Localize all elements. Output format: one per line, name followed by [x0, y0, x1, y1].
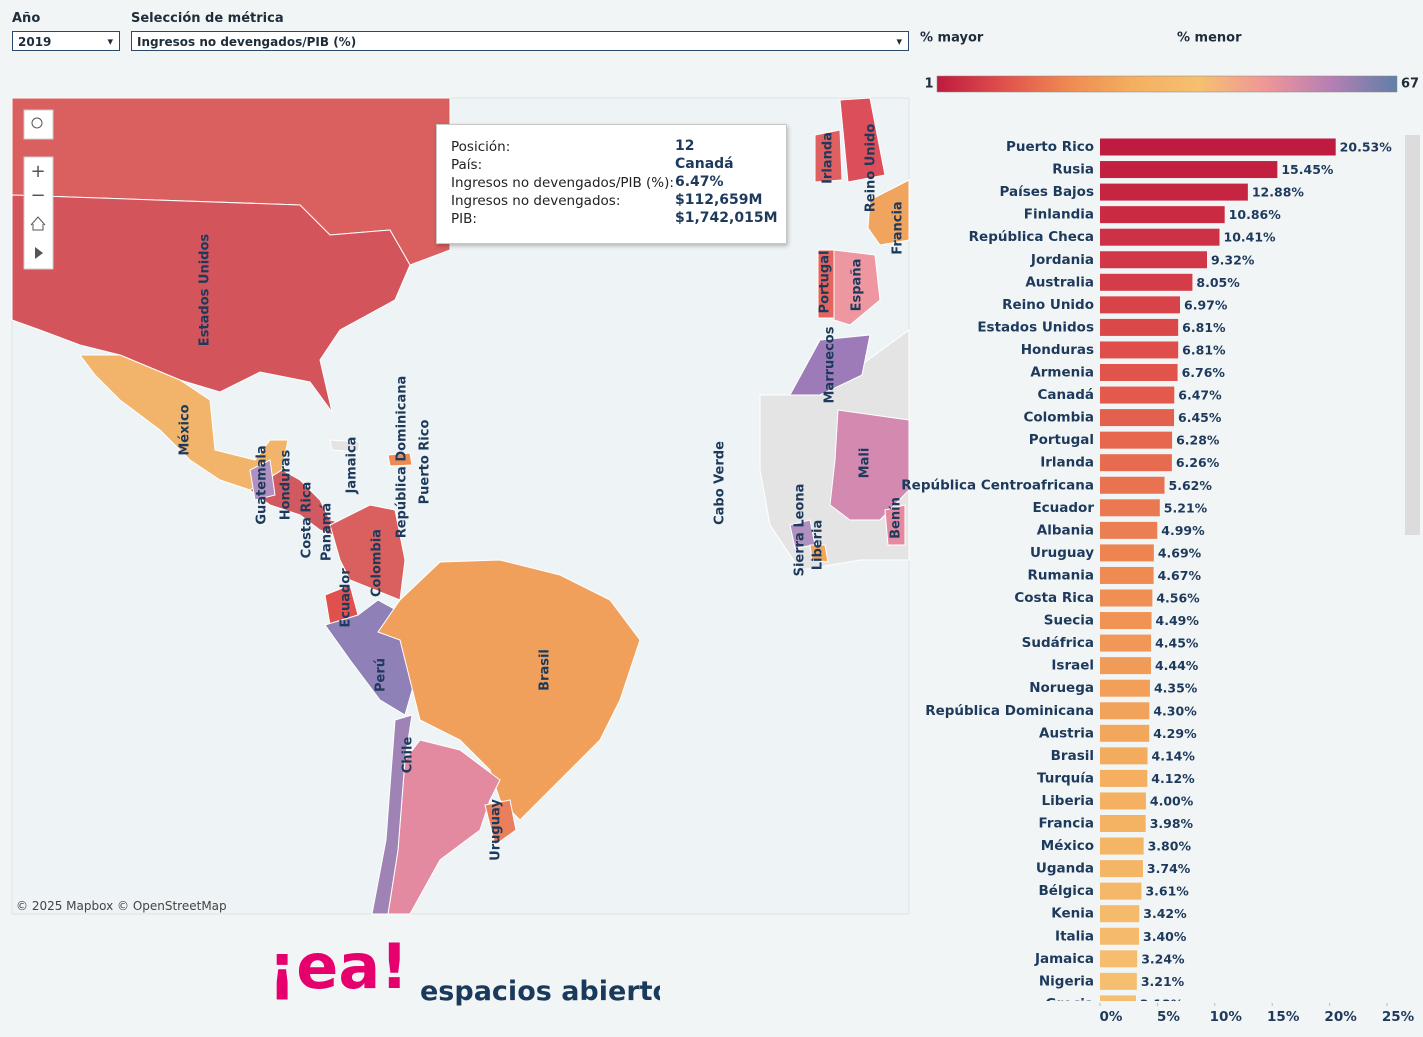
logo-mark: ¡ea! [268, 930, 408, 1003]
tooltip-value: Canadá [675, 156, 734, 172]
tooltip-key: País: [451, 157, 483, 173]
country-label: Puerto Rico [418, 420, 433, 505]
country-label: México [178, 404, 193, 455]
country[interactable] [249, 459, 276, 501]
country-label: República Dominicana [395, 376, 410, 539]
country-label: Costa Rica [300, 482, 315, 559]
country-label: Portugal [818, 251, 833, 314]
country[interactable] [789, 334, 871, 396]
country[interactable] [387, 452, 413, 467]
metric-label: Selección de métrica [131, 11, 284, 26]
tooltip-key: PIB: [451, 211, 477, 227]
country[interactable] [809, 544, 829, 563]
map-labels: Estados Unidos México Guatemala Honduras Cos… [178, 124, 906, 861]
zoom-in[interactable]: + [30, 161, 45, 182]
icon [31, 117, 43, 129]
country-label: Honduras [279, 449, 294, 520]
zoom-out[interactable]: − [30, 185, 45, 206]
year-label: Año [12, 11, 41, 26]
country-label: Panamá [320, 503, 335, 561]
country[interactable] [829, 409, 910, 521]
country[interactable] [833, 249, 881, 326]
attribution: © 2025 Mapbox © OpenStreetMap [16, 899, 227, 913]
tooltip-key: Posición: [451, 139, 511, 155]
country-label: Irlanda [821, 132, 836, 184]
country-label: Ecuador [339, 568, 354, 628]
country-label: Brasil [538, 649, 553, 691]
tooltip-key: Ingresos no devengados/PIB (%): [451, 175, 674, 191]
tooltip-value: 6.47% [675, 174, 724, 190]
year-dropdown[interactable]: 2019 [12, 31, 120, 52]
tooltip-value: $1,742,015M [675, 210, 778, 226]
tooltip-value: 12 [675, 138, 695, 154]
country[interactable] [814, 129, 843, 183]
country-label: Cabo Verde [713, 441, 728, 525]
country-label: España [850, 259, 865, 312]
search-button[interactable] [23, 109, 54, 140]
country[interactable] [484, 799, 517, 846]
country-label: Jamaica [345, 437, 360, 495]
country-label: Francia [891, 201, 906, 254]
logo: ¡ea! espacios abiertos [268, 930, 660, 1007]
country-label: Benín [889, 497, 904, 539]
country-label: Sierra Leona [793, 484, 808, 577]
country-label: Estados Unidos [198, 234, 213, 347]
home-button[interactable] [30, 216, 46, 231]
country-label: Marruecos [823, 326, 838, 403]
country[interactable] [79, 354, 289, 491]
tooltip-key: Ingresos no devengados: [451, 193, 621, 209]
map-shapes [11, 97, 910, 915]
country[interactable] [11, 194, 411, 413]
map-controls: + − [23, 109, 54, 270]
play-button[interactable] [35, 247, 43, 259]
country-label: Liberia [811, 520, 826, 571]
country-label: Colombia [370, 529, 385, 597]
country-label: Chile [401, 737, 416, 774]
country-label: Mali [858, 448, 873, 479]
country[interactable] [884, 504, 906, 546]
country-label: Guatemala [255, 445, 270, 524]
tooltip: Posición: 12 País: Canadá Ingresos no deveng… [436, 124, 787, 244]
country[interactable] [867, 179, 910, 246]
country[interactable] [371, 714, 413, 915]
country[interactable] [839, 97, 886, 183]
land [329, 439, 361, 453]
country[interactable] [377, 559, 641, 821]
country-label: Uruguay [489, 799, 504, 861]
tooltip-value: $112,659M [675, 192, 763, 208]
country-label: Perú [374, 658, 389, 692]
country-label: Reino Unido [864, 124, 879, 213]
metric-dropdown[interactable]: Ingresos no devengados/PIB (%) [131, 31, 909, 52]
logo-text: espacios abiertos [420, 976, 660, 1007]
